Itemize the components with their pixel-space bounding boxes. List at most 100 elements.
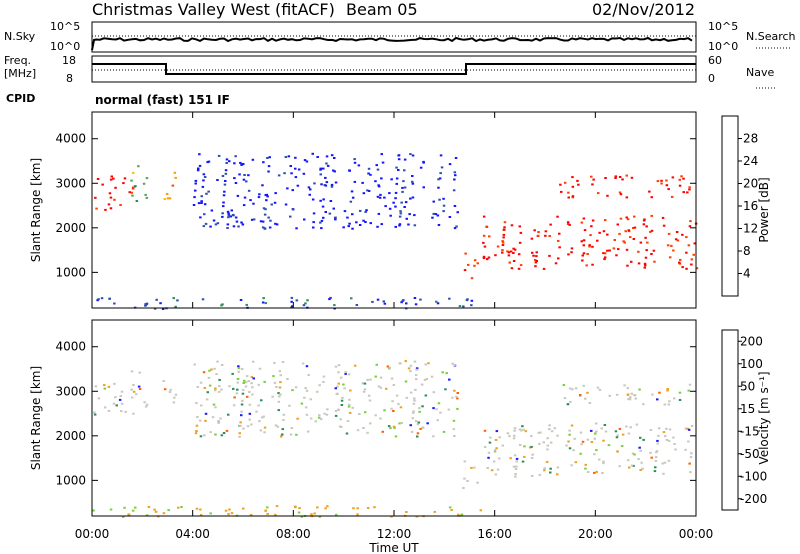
- range-cell: [180, 506, 183, 508]
- range-cell: [130, 396, 134, 399]
- range-cell: [130, 388, 133, 391]
- range-cell: [320, 227, 323, 230]
- range-cell: [510, 267, 514, 270]
- range-cell: [595, 449, 598, 452]
- range-cell: [570, 424, 574, 427]
- range-cell: [227, 212, 230, 215]
- range-cell: [264, 208, 267, 211]
- range-cell: [674, 448, 677, 451]
- range-cell: [322, 375, 326, 378]
- range-cell: [656, 180, 660, 183]
- range-cell: [359, 209, 362, 212]
- range-cell: [608, 394, 611, 397]
- range-cell: [130, 370, 134, 373]
- range-cell: [132, 412, 135, 415]
- range-cell: [397, 154, 401, 157]
- range-cell: [264, 302, 268, 305]
- range-cell: [402, 299, 405, 302]
- range-cell: [291, 208, 295, 210]
- range-cell: [286, 187, 289, 190]
- range-cell: [145, 514, 149, 517]
- range-cell: [313, 182, 316, 185]
- range-cell: [379, 386, 383, 389]
- range-cell: [277, 392, 280, 395]
- range-cell: [172, 297, 175, 300]
- range-cell: [350, 297, 353, 300]
- range-cell: [419, 166, 423, 169]
- range-cell: [530, 237, 534, 240]
- range-cell: [456, 397, 459, 400]
- range-cell: [107, 385, 111, 388]
- range-cell: [686, 427, 689, 430]
- range-cell: [642, 219, 646, 222]
- range-cell: [521, 460, 525, 463]
- range-cell: [110, 175, 113, 178]
- range-cell: [576, 179, 579, 182]
- range-cell: [503, 228, 506, 231]
- range-cell: [515, 457, 519, 460]
- range-cell: [248, 403, 252, 406]
- range-cell: [325, 181, 329, 184]
- range-cell: [118, 398, 122, 401]
- range-cell: [388, 366, 391, 369]
- range-cell: [690, 258, 694, 261]
- range-cell: [236, 194, 240, 197]
- range-cell: [581, 440, 585, 443]
- range-cell: [397, 169, 400, 171]
- range-cell: [645, 225, 648, 228]
- range-cell: [496, 468, 500, 471]
- range-cell: [325, 162, 328, 165]
- range-cell: [521, 425, 524, 428]
- range-cell: [522, 428, 525, 431]
- range-cell: [374, 375, 377, 378]
- range-cell: [242, 178, 246, 181]
- range-cell: [291, 305, 294, 308]
- range-cell: [337, 371, 340, 374]
- range-cell: [586, 253, 589, 255]
- range-cell: [377, 212, 381, 215]
- range-cell: [222, 432, 226, 434]
- range-cell: [519, 231, 523, 234]
- range-cell: [533, 229, 536, 232]
- range-cell: [334, 218, 337, 221]
- range-cell: [515, 465, 518, 468]
- range-cell: [221, 212, 224, 215]
- range-cell: [650, 229, 654, 232]
- range-cell: [109, 196, 113, 199]
- range-cell: [645, 249, 648, 252]
- range-cell: [494, 439, 498, 441]
- range-cell: [227, 216, 230, 219]
- range-cell: [448, 378, 451, 381]
- range-cell: [556, 473, 559, 476]
- range-cell: [595, 430, 598, 433]
- range-cell: [214, 223, 218, 226]
- freq-ybot: 8: [66, 72, 73, 85]
- range-cell: [322, 167, 325, 170]
- range-cell: [571, 388, 574, 391]
- range-cell: [629, 396, 632, 399]
- range-cell: [482, 241, 485, 244]
- range-cell: [332, 169, 335, 172]
- range-cell: [203, 386, 207, 389]
- colorbar-tick-label: 16: [743, 199, 758, 213]
- range-cell: [411, 196, 415, 199]
- range-cell: [402, 180, 405, 183]
- range-cell: [284, 203, 288, 206]
- range-cell: [556, 434, 559, 437]
- range-cell: [334, 410, 338, 413]
- range-cell: [639, 241, 643, 244]
- range-cell: [167, 509, 170, 512]
- range-cell: [362, 192, 366, 195]
- range-cell: [532, 254, 535, 257]
- range-cell: [411, 154, 415, 157]
- range-cell: [650, 253, 653, 255]
- range-cell: [637, 458, 640, 461]
- range-cell: [215, 373, 218, 376]
- range-cell: [602, 461, 605, 464]
- range-cell: [463, 477, 466, 480]
- range-cell: [283, 172, 286, 175]
- range-cell: [630, 464, 634, 467]
- range-cell: [290, 296, 294, 299]
- range-cell: [378, 196, 382, 199]
- range-cell: [278, 386, 282, 389]
